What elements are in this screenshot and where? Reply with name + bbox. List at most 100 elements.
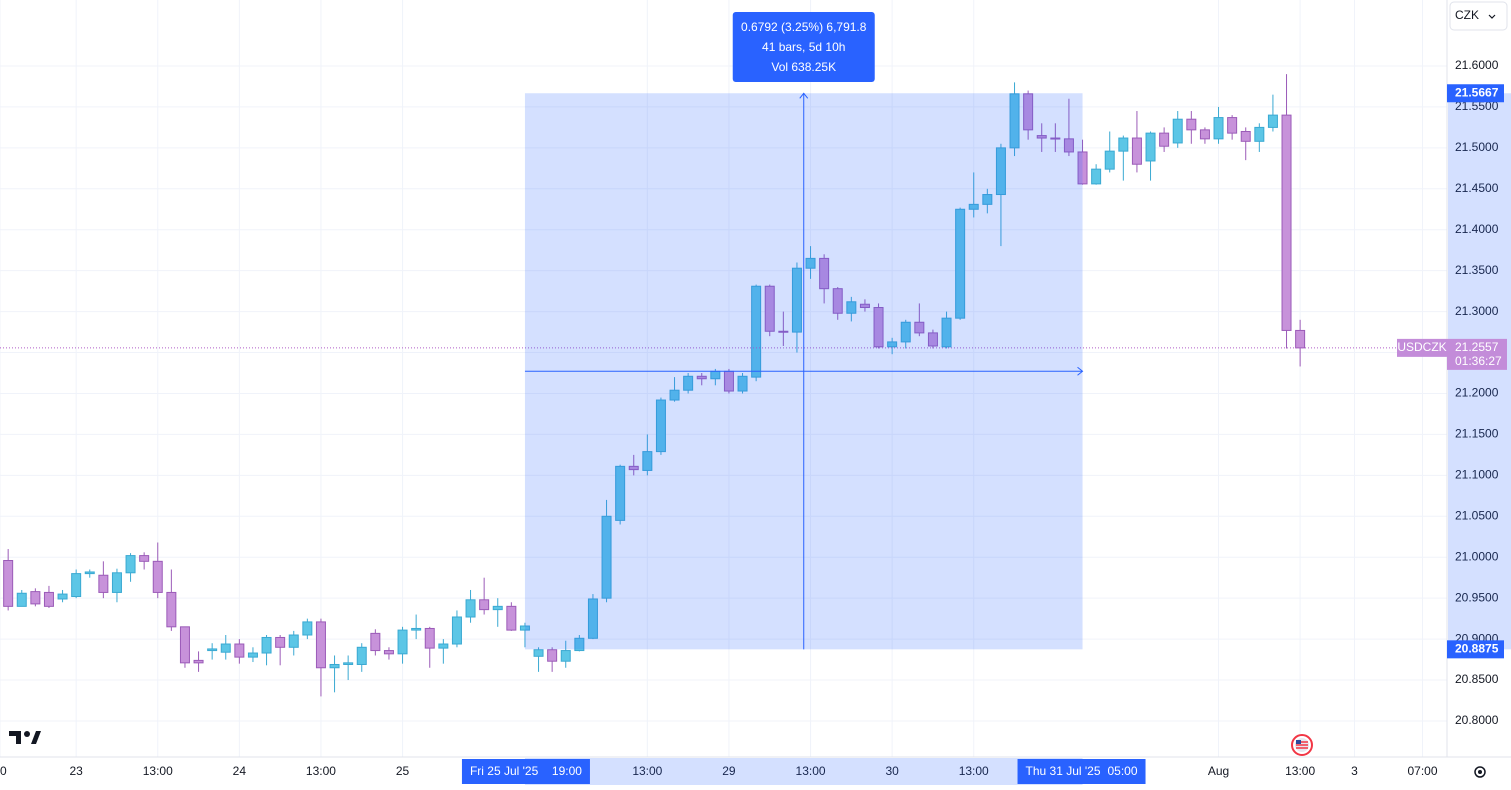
candle-body [887,341,898,348]
y-tick-label: 21.5500 [1455,99,1499,113]
countdown-label: 01:36:27 [1455,354,1502,368]
candle-body [343,662,354,665]
candle-body [57,593,68,600]
candle-body [1131,137,1142,165]
overlay: 0.6792 (3.25%) 6,791.8 41 bars, 5d 10h Vol… [524,12,1084,650]
candle-body [968,203,979,210]
y-tick-label: 21.6000 [1455,58,1499,72]
candle-body [451,616,462,645]
y-tick-label: 20.8000 [1455,713,1499,727]
x-tick-label: 13:00 [306,764,336,778]
x-tick-label: 13:00 [959,764,989,778]
candle-body [832,288,843,314]
candle-body [859,303,870,309]
x-tick-label: 13:00 [143,764,173,778]
candle-body [574,637,585,652]
candle-body [778,330,789,333]
measure-arrow [1077,366,1084,376]
x-tick-label: 24 [233,764,247,778]
candle-body [71,573,82,598]
measure-arrow [799,92,809,99]
time-label-bg [1017,759,1146,784]
time-label-date: Thu 31 Jul '25 [1026,764,1101,778]
x-tick-label: 13:00 [796,764,826,778]
x-tick-label: 23 [69,764,83,778]
candle-body [397,629,408,655]
x-tick-label: 00 [0,764,7,778]
y-tick-label: 21.5000 [1455,140,1499,154]
price-label-bg [1447,84,1504,103]
labels: 21.5667 20.8875 Fri 25 Jul '25 19:00 Thu 31 … [461,84,1511,785]
logo [9,731,41,744]
candle-body [1159,132,1170,147]
x-tick-label: 13:00 [1285,764,1315,778]
candle-body [1240,130,1251,142]
candle-body [533,649,544,657]
candle-body [560,650,571,662]
candle-body [424,627,435,649]
measure-tooltip [732,12,875,82]
settings-button[interactable] [1474,766,1486,778]
candle-body [764,285,775,332]
x-tick-label: 13:00 [632,764,662,778]
candle-body [3,560,14,607]
y-tick-label: 21.1000 [1455,468,1499,482]
candle-body [519,625,530,631]
x-tick-label: 29 [722,764,736,778]
candle-body [1077,151,1088,185]
candle-body [696,375,707,380]
y-tick-label: 21.4000 [1455,222,1499,236]
candle-body [179,626,190,664]
candle-body [615,465,626,521]
candle-body [111,572,122,593]
candle-body [1199,129,1210,140]
event-flag[interactable] [1291,734,1313,756]
candle-body [383,650,394,655]
candle-body [819,257,830,290]
candle-body [914,321,925,334]
candle-body [1254,126,1265,142]
candle-body [98,574,109,593]
price-range-highlight [1448,93,1511,650]
measure-info: 41 bars, 5d 10h [762,40,845,54]
candle-body [628,465,639,471]
candle-body [1186,118,1197,131]
candle-body [1023,93,1034,131]
candle-body [900,321,911,343]
time-label-time: 05:00 [1107,764,1137,778]
candle-body [261,636,272,654]
candle-body [1050,137,1061,140]
candle-body [139,555,150,562]
symbol-label-bg [1397,338,1447,357]
candle-body [479,599,490,611]
grid [0,0,1447,757]
last-price-bg [1447,338,1507,370]
candle-body [1104,150,1115,170]
candle-body [207,648,218,652]
candle-body [16,592,27,607]
y-tick-label: 21.2000 [1455,386,1499,400]
candle-body [995,147,1006,196]
last-price-label: 21.2557 [1455,340,1499,354]
candle-body [683,375,694,391]
candle-body [1118,137,1129,152]
candle-body [669,389,680,401]
candle-body [220,643,231,653]
candle-body [655,399,666,453]
candle-body [356,646,367,665]
candle-body [927,332,938,347]
candle-body [1227,117,1238,134]
y-tick-label: 21.3500 [1455,263,1499,277]
candle-body [329,663,340,669]
measure-info: Vol 638.25K [771,60,836,74]
candle-body [152,560,163,593]
candle-body [193,659,204,664]
price-label: 20.8875 [1455,642,1499,656]
currency-dropdown[interactable]: CZK [1449,1,1508,31]
candle-body [315,621,326,669]
candle-body [492,605,503,611]
candle-body [247,652,258,658]
candle-body [234,643,245,658]
x-tick-label: 25 [396,764,410,778]
